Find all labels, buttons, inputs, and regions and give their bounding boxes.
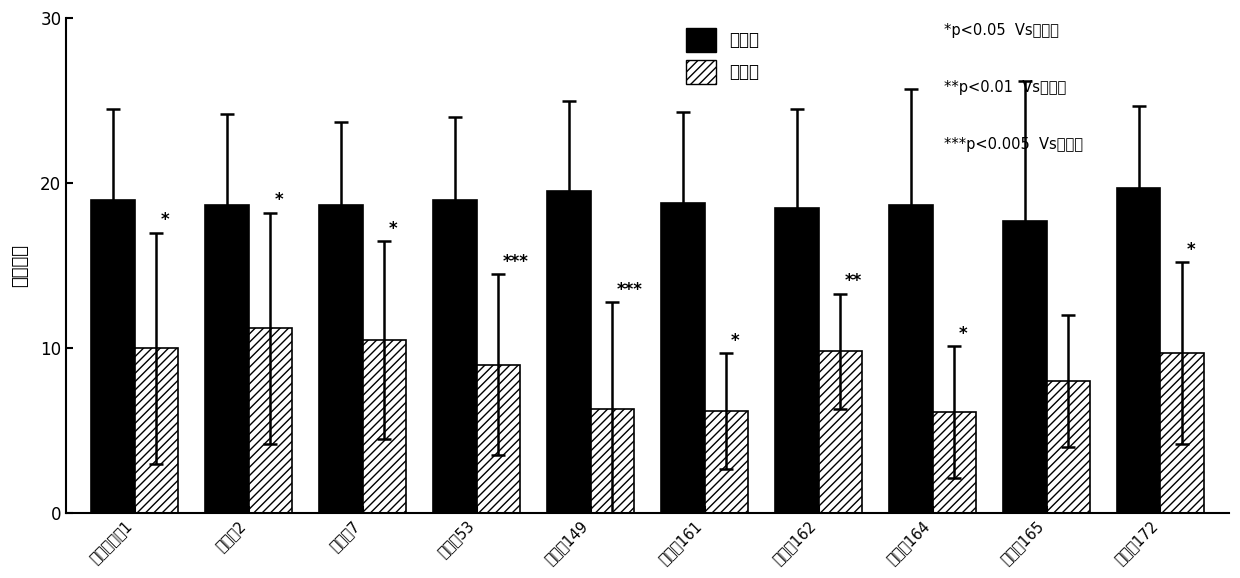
Bar xyxy=(135,348,177,513)
Text: ***p<0.005  Vs基础值: ***p<0.005 Vs基础值 xyxy=(944,137,1083,152)
Text: *: * xyxy=(1187,241,1195,259)
Text: *: * xyxy=(959,325,967,343)
Bar xyxy=(547,191,590,513)
Bar xyxy=(818,351,862,513)
Text: *: * xyxy=(161,212,170,229)
Text: *: * xyxy=(389,220,398,238)
Bar xyxy=(1047,381,1090,513)
Bar xyxy=(932,413,976,513)
Text: ***: *** xyxy=(616,280,642,299)
Y-axis label: 咳嗽次数: 咳嗽次数 xyxy=(11,244,29,287)
Text: *p<0.05  Vs基础值: *p<0.05 Vs基础值 xyxy=(944,23,1059,38)
Text: *: * xyxy=(730,332,739,350)
Bar xyxy=(92,199,135,513)
Text: **p<0.01  Vs基础值: **p<0.01 Vs基础值 xyxy=(944,80,1066,95)
Text: ***: *** xyxy=(502,253,528,271)
Bar xyxy=(433,199,476,513)
Bar xyxy=(590,409,634,513)
Text: **: ** xyxy=(844,272,862,290)
Text: *: * xyxy=(275,191,284,209)
Bar xyxy=(319,205,362,513)
Legend: 基础值, 给药后: 基础值, 给药后 xyxy=(680,21,766,90)
Bar xyxy=(704,411,748,513)
Bar xyxy=(206,205,248,513)
Bar xyxy=(476,365,520,513)
Bar xyxy=(248,328,291,513)
Bar xyxy=(1161,353,1204,513)
Bar xyxy=(661,203,704,513)
Bar xyxy=(889,205,932,513)
Bar xyxy=(775,208,818,513)
Bar xyxy=(362,340,405,513)
Bar xyxy=(1117,188,1161,513)
Bar xyxy=(1003,221,1047,513)
